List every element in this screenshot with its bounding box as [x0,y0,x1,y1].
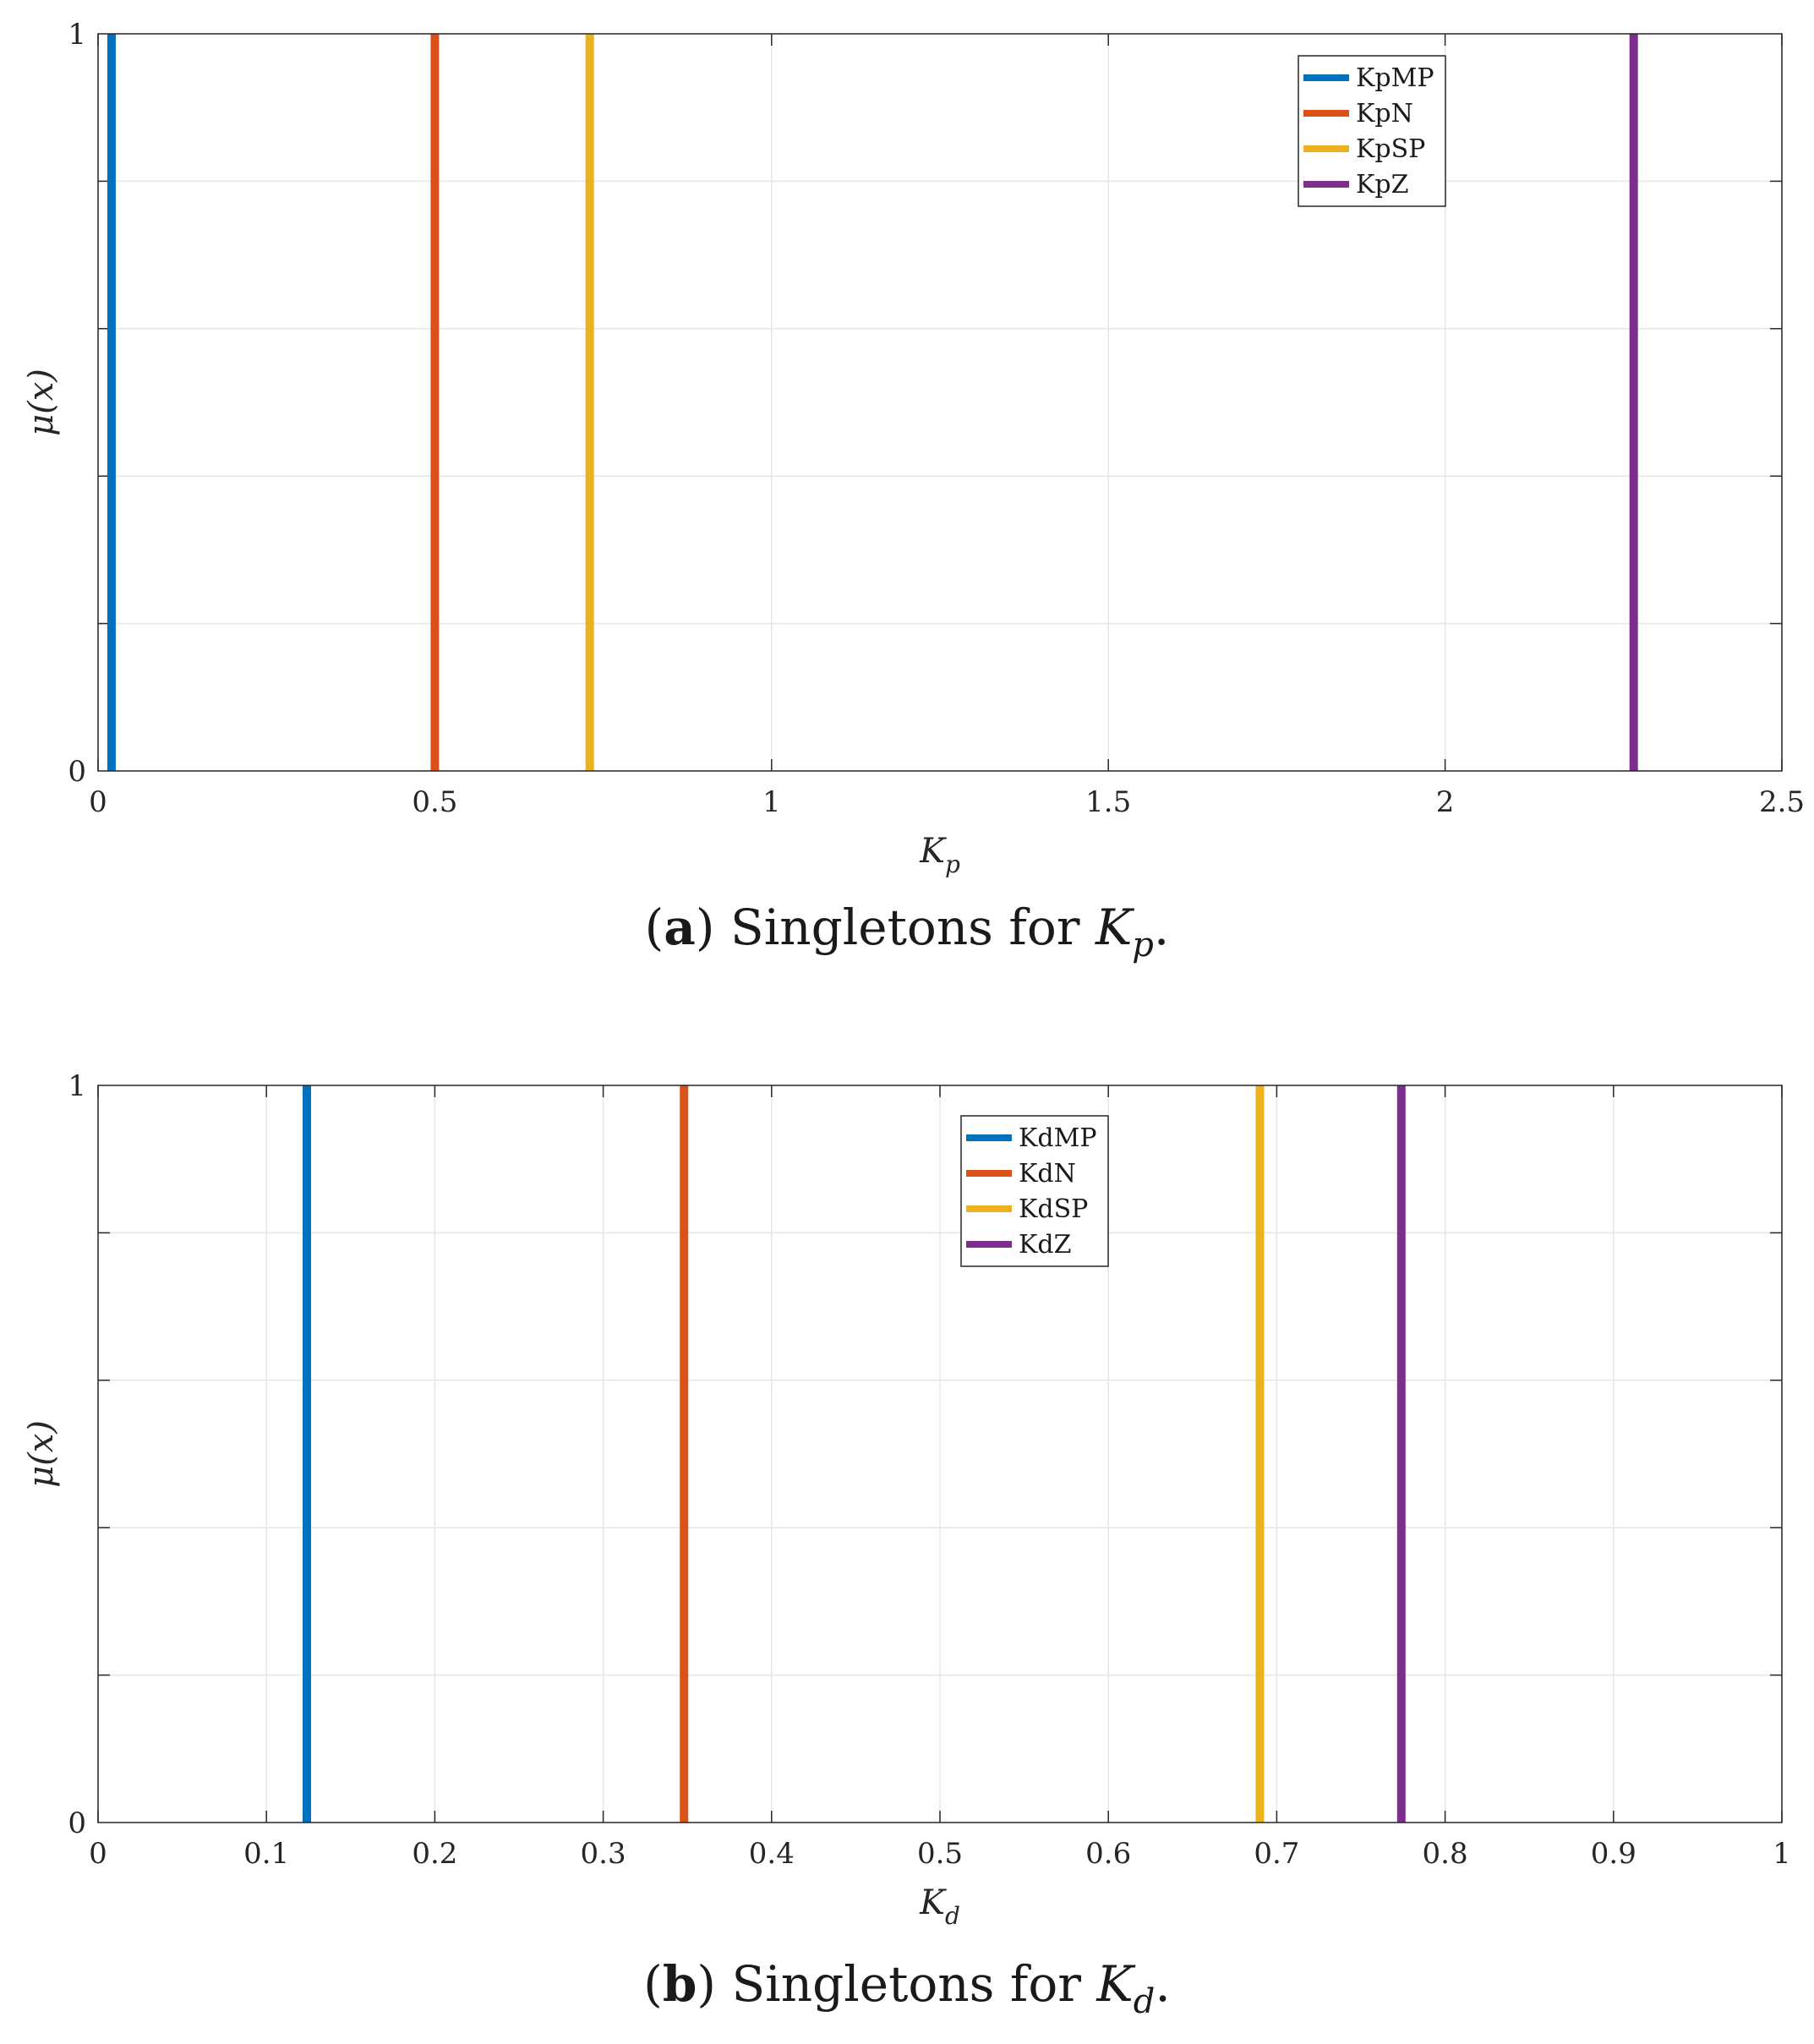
legend-label: KdZ [1019,1230,1071,1260]
legend-label: KdN [1019,1159,1076,1189]
x-tick-label: 1 [762,785,781,819]
legend-label: KdSP [1019,1194,1088,1224]
x-axis-label: Kp [919,832,960,878]
x-tick-label: 0 [89,785,107,819]
axes-frame [97,33,1783,772]
x-tick-label: 0.2 [412,1837,457,1871]
y-tick-label: 0 [68,755,86,789]
x-tick-label: 0.4 [749,1837,795,1871]
y-axis-label: μ(x) [22,1420,61,1488]
x-tick-label: 0.5 [917,1837,963,1871]
x-tick-label: 0 [89,1837,107,1871]
x-tick-label: 0.5 [412,785,457,819]
figure-caption: (a) Singletons for Kp. [645,899,1170,965]
x-tick-label: 0.6 [1085,1837,1131,1871]
legend-label: KpMP [1356,63,1434,93]
x-tick-label: 1.5 [1085,785,1131,819]
x-tick-label: 0.1 [243,1837,289,1871]
legend-label: KpSP [1356,134,1425,164]
axes-frame [97,1085,1783,1823]
x-tick-label: 0.3 [581,1837,626,1871]
legend: KdMP KdN KdSP KdZ [960,1115,1109,1267]
x-axis-label: Kd [919,1883,960,1930]
legend-label: KpZ [1356,170,1408,199]
legend: KpMP KpN KpSP KpZ [1298,55,1446,207]
figure-caption: (b) Singletons for Kd. [643,1955,1171,2021]
x-tick-label: 2.5 [1759,785,1805,819]
legend-label: KpN [1356,99,1413,128]
x-tick-label: 0.9 [1591,1837,1636,1871]
x-tick-label: 1 [1773,1837,1791,1871]
y-tick-label: 1 [68,18,86,52]
chart-panel-b: 0 0.1 0.2 0.3 0.4 0.5 0.6 0.7 0.8 0.9 1 0 1 Kd μ(x) KdM… [22,1069,1791,2021]
x-tick-label: 2 [1436,785,1455,819]
legend-label: KdMP [1019,1123,1097,1153]
chart-panel-a: 0 0.5 1 1.5 2 2.5 0 1 Kp μ(x) KpMP KpN KpSP KpZ (a) Si… [22,18,1805,965]
y-axis-label: μ(x) [22,369,61,436]
y-tick-label: 0 [68,1806,86,1840]
x-tick-label: 0.8 [1423,1837,1468,1871]
y-tick-label: 1 [68,1069,86,1103]
plot-area [98,34,1782,771]
x-tick-label: 0.7 [1254,1837,1299,1871]
